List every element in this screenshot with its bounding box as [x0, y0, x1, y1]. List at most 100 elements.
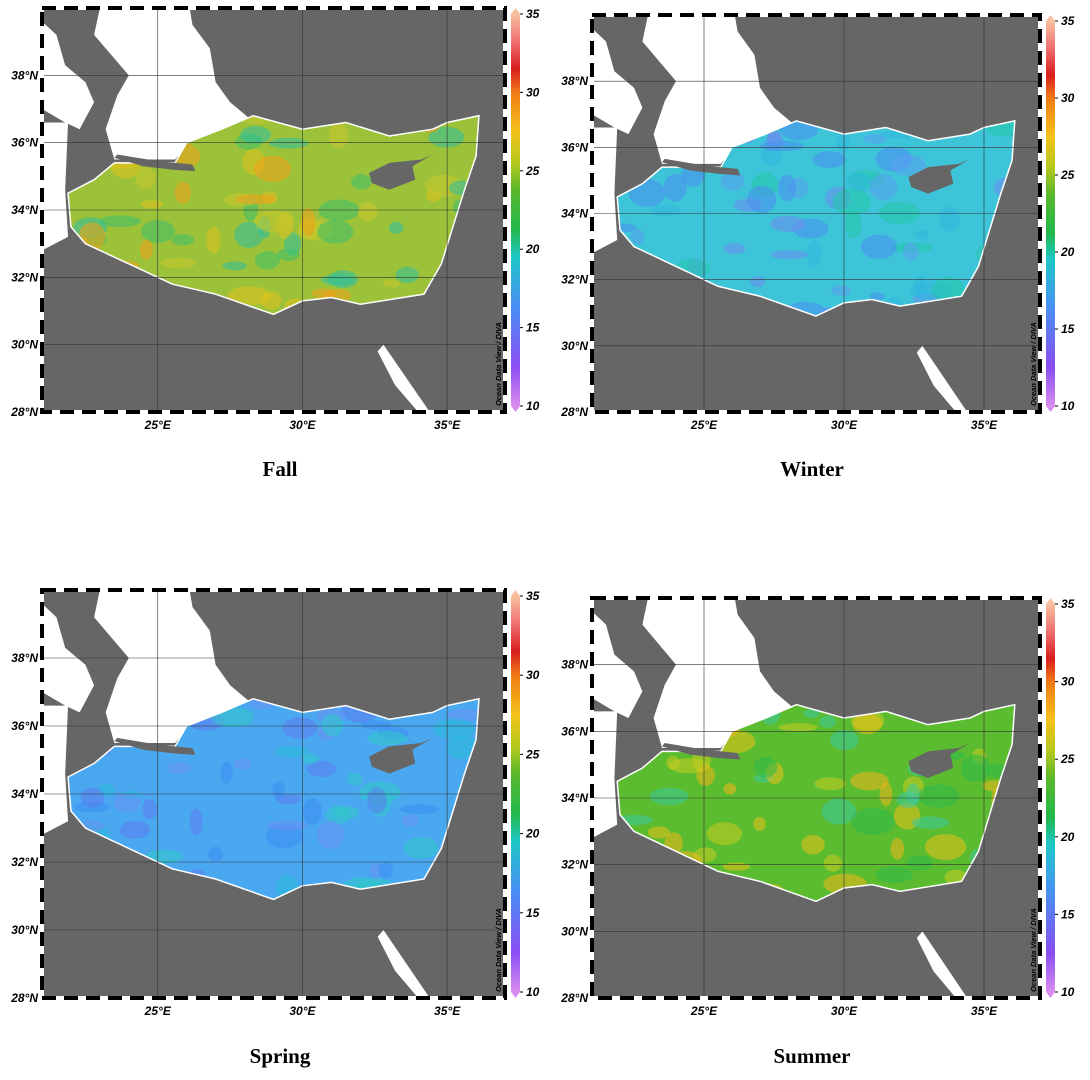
field-blob: [724, 243, 746, 254]
field-blob: [303, 798, 322, 825]
field-blob: [317, 220, 353, 244]
lat-label: 30°N: [11, 338, 38, 352]
field-blob: [771, 250, 809, 259]
colorbar: [511, 14, 520, 406]
colorbar-label: 15: [526, 906, 540, 920]
lat-label: 30°N: [11, 923, 38, 937]
field-blob: [114, 793, 141, 812]
field-blob: [254, 156, 291, 182]
colorbar-cap: [511, 992, 520, 998]
colorbar-label: 30: [526, 668, 540, 682]
lat-label: 36°N: [561, 140, 588, 154]
colorbar-cap: [511, 406, 520, 412]
field-blob: [80, 787, 104, 807]
lat-label: 28°N: [560, 991, 588, 1005]
colorbar-label: 35: [526, 7, 540, 21]
field-blob: [819, 715, 836, 728]
field-blob: [166, 762, 191, 774]
lon-label: 25°E: [690, 418, 718, 432]
field-blob: [383, 279, 400, 287]
field-blob: [876, 866, 913, 883]
panel-caption: Fall: [263, 457, 298, 481]
field-blob: [275, 746, 309, 757]
lat-label: 38°N: [11, 68, 38, 82]
colorbar-label: 10: [1061, 985, 1075, 999]
colorbar-label: 30: [1061, 91, 1075, 105]
field-blob: [879, 202, 920, 224]
field-blob: [367, 788, 387, 814]
field-blob: [396, 267, 419, 283]
colorbar-label: 30: [1061, 675, 1075, 689]
lat-label: 38°N: [561, 658, 588, 672]
field-blob: [760, 141, 804, 152]
lon-label: 35°E: [971, 1004, 998, 1018]
field-blob: [141, 220, 175, 243]
field-blob: [890, 838, 904, 859]
colorbar-label: 35: [1061, 14, 1075, 28]
colorbar-label: 20: [525, 827, 540, 841]
field-blob: [254, 210, 294, 232]
colorbar-label: 20: [1060, 245, 1075, 259]
colorbar: [1046, 21, 1055, 406]
field-blob: [801, 835, 825, 854]
field-blob: [277, 248, 300, 261]
field-blob: [669, 758, 709, 773]
field-blob: [302, 754, 318, 765]
lat-label: 34°N: [561, 207, 588, 221]
colorbar-label: 30: [526, 85, 540, 99]
map-body: [42, 573, 505, 998]
lat-label: 30°N: [561, 339, 588, 353]
colorbar-label: 15: [1061, 322, 1075, 336]
lat-label: 34°N: [11, 787, 38, 801]
field-blob: [317, 821, 345, 849]
field-blob: [273, 781, 285, 799]
field-blob: [770, 216, 805, 232]
lon-label: 25°E: [144, 1004, 172, 1018]
lat-label: 28°N: [560, 405, 588, 419]
field-blob: [824, 855, 842, 872]
lat-label: 28°N: [10, 405, 38, 419]
lat-label: 34°N: [11, 203, 38, 217]
panel-caption: Winter: [780, 457, 844, 481]
field-blob: [361, 720, 391, 729]
field-blob: [870, 174, 898, 200]
field-blob: [918, 784, 960, 807]
field-blob: [172, 234, 194, 245]
colorbar: [511, 596, 520, 992]
field-blob: [160, 258, 196, 269]
field-blob: [723, 863, 750, 871]
lat-label: 36°N: [11, 719, 38, 733]
lon-label: 30°E: [289, 1004, 316, 1018]
colorbar-label: 20: [525, 242, 540, 256]
field-blob: [845, 212, 862, 239]
lon-label: 35°E: [971, 418, 998, 432]
field-blob: [267, 820, 307, 830]
field-blob: [747, 186, 776, 214]
lon-label: 30°E: [289, 418, 316, 432]
lat-label: 36°N: [11, 136, 38, 150]
field-blob: [650, 788, 689, 805]
credit: Ocean Data View / DIVA: [494, 322, 503, 406]
colorbar-label: 15: [526, 321, 540, 335]
credit: Ocean Data View / DIVA: [494, 908, 503, 992]
lon-label: 30°E: [831, 418, 858, 432]
field-blob: [333, 806, 359, 818]
field-blob: [861, 235, 897, 259]
field-blob: [753, 817, 766, 831]
field-blob: [433, 719, 475, 740]
field-blob: [707, 822, 743, 845]
colorbar-label: 10: [526, 399, 540, 413]
lon-label: 25°E: [690, 1004, 718, 1018]
field-blob: [912, 816, 949, 829]
field-blob: [402, 814, 419, 826]
lat-label: 38°N: [561, 74, 588, 88]
field-blob: [209, 847, 224, 862]
field-blob: [400, 804, 439, 814]
field-blob: [631, 229, 644, 245]
field-blob: [120, 821, 150, 839]
field-blob: [235, 194, 276, 204]
field-blob: [404, 837, 438, 859]
panel-caption: Spring: [250, 1044, 311, 1068]
